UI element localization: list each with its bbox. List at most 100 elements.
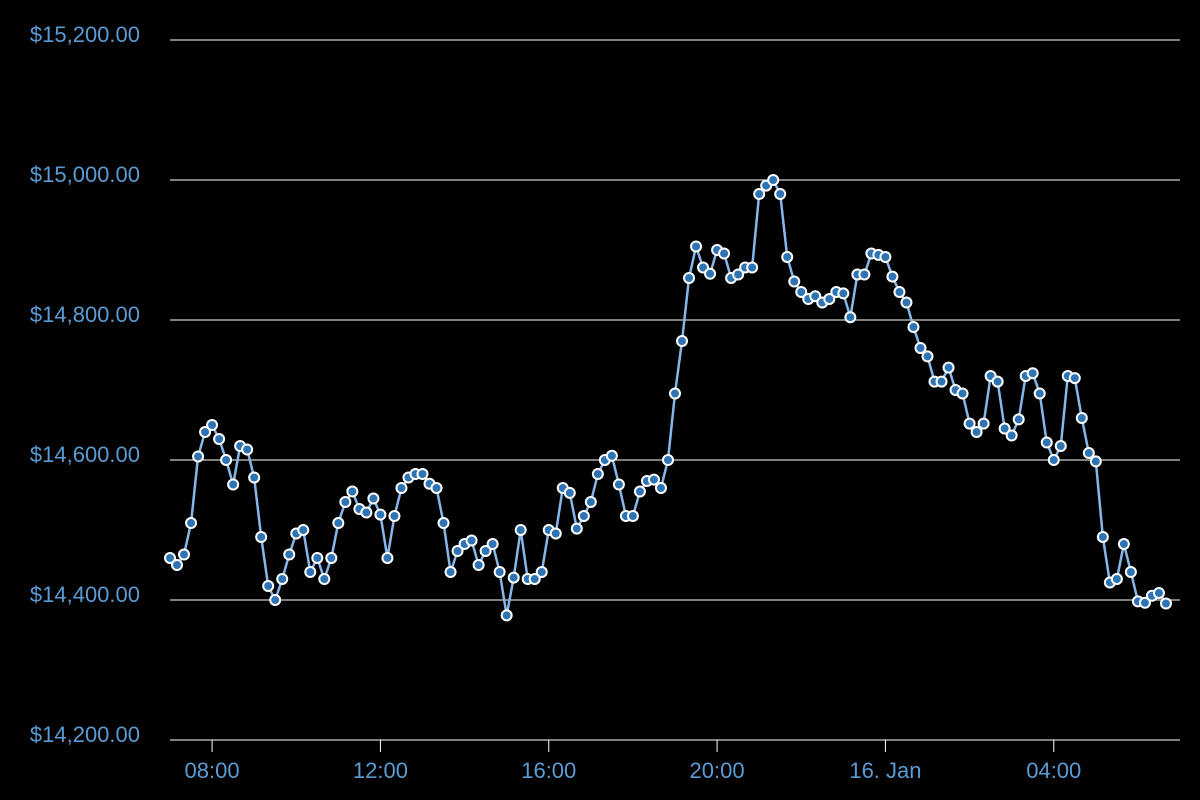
data-point[interactable] (754, 189, 764, 199)
data-point[interactable] (705, 269, 715, 279)
data-point[interactable] (859, 270, 869, 280)
data-point[interactable] (789, 277, 799, 287)
data-point[interactable] (838, 288, 848, 298)
data-point[interactable] (256, 532, 266, 542)
data-point[interactable] (656, 483, 666, 493)
data-point[interactable] (312, 553, 322, 563)
data-point[interactable] (1098, 532, 1108, 542)
data-point[interactable] (565, 488, 575, 498)
data-point[interactable] (263, 581, 273, 591)
data-point[interactable] (719, 249, 729, 259)
data-point[interactable] (1091, 456, 1101, 466)
data-point[interactable] (586, 497, 596, 507)
data-point[interactable] (516, 525, 526, 535)
data-point[interactable] (326, 553, 336, 563)
data-point[interactable] (551, 529, 561, 539)
data-point[interactable] (1014, 414, 1024, 424)
data-point[interactable] (663, 455, 673, 465)
data-point[interactable] (1077, 413, 1087, 423)
data-point[interactable] (845, 312, 855, 322)
data-point[interactable] (915, 343, 925, 353)
data-point[interactable] (249, 473, 259, 483)
data-point[interactable] (880, 252, 890, 262)
data-point[interactable] (1042, 438, 1052, 448)
data-point[interactable] (768, 175, 778, 185)
data-point[interactable] (979, 419, 989, 429)
data-point[interactable] (1070, 373, 1080, 383)
data-point[interactable] (684, 273, 694, 283)
data-point[interactable] (333, 518, 343, 528)
data-point[interactable] (396, 483, 406, 493)
data-point[interactable] (368, 494, 378, 504)
data-point[interactable] (887, 272, 897, 282)
data-point[interactable] (965, 419, 975, 429)
data-point[interactable] (439, 518, 449, 528)
data-point[interactable] (495, 567, 505, 577)
data-point[interactable] (593, 469, 603, 479)
data-point[interactable] (1035, 389, 1045, 399)
data-point[interactable] (207, 420, 217, 430)
data-point[interactable] (1028, 368, 1038, 378)
data-point[interactable] (691, 242, 701, 252)
data-point[interactable] (221, 455, 231, 465)
data-point[interactable] (474, 560, 484, 570)
data-point[interactable] (186, 518, 196, 528)
data-point[interactable] (319, 574, 329, 584)
data-point[interactable] (901, 298, 911, 308)
data-point[interactable] (537, 567, 547, 577)
data-point[interactable] (193, 452, 203, 462)
data-point[interactable] (1112, 574, 1122, 584)
data-point[interactable] (1126, 567, 1136, 577)
data-point[interactable] (347, 487, 357, 497)
data-point[interactable] (572, 524, 582, 534)
data-point[interactable] (1119, 539, 1129, 549)
data-point[interactable] (1084, 448, 1094, 458)
data-point[interactable] (389, 511, 399, 521)
data-point[interactable] (488, 539, 498, 549)
data-point[interactable] (775, 189, 785, 199)
data-point[interactable] (1056, 441, 1066, 451)
data-point[interactable] (972, 427, 982, 437)
data-point[interactable] (382, 553, 392, 563)
data-point[interactable] (467, 536, 477, 546)
data-point[interactable] (937, 377, 947, 387)
data-point[interactable] (958, 389, 968, 399)
data-point[interactable] (432, 483, 442, 493)
data-point[interactable] (677, 336, 687, 346)
data-point[interactable] (670, 389, 680, 399)
data-point[interactable] (993, 377, 1003, 387)
data-point[interactable] (1161, 599, 1171, 609)
data-point[interactable] (579, 511, 589, 521)
data-point[interactable] (1049, 455, 1059, 465)
data-point[interactable] (172, 560, 182, 570)
data-point[interactable] (446, 567, 456, 577)
data-point[interactable] (1007, 431, 1017, 441)
data-point[interactable] (607, 451, 617, 461)
data-point[interactable] (284, 550, 294, 560)
data-point[interactable] (628, 511, 638, 521)
data-point[interactable] (649, 475, 659, 485)
data-point[interactable] (298, 525, 308, 535)
data-point[interactable] (894, 287, 904, 297)
data-point[interactable] (242, 445, 252, 455)
data-point[interactable] (509, 573, 519, 583)
data-point[interactable] (635, 487, 645, 497)
data-point[interactable] (375, 510, 385, 520)
data-point[interactable] (361, 508, 371, 518)
data-point[interactable] (502, 610, 512, 620)
data-point[interactable] (923, 351, 933, 361)
data-point[interactable] (1154, 588, 1164, 598)
data-point[interactable] (305, 567, 315, 577)
data-point[interactable] (908, 322, 918, 332)
data-point[interactable] (228, 480, 238, 490)
data-point[interactable] (214, 434, 224, 444)
data-point[interactable] (179, 550, 189, 560)
data-point[interactable] (782, 252, 792, 262)
data-point[interactable] (270, 595, 280, 605)
data-point[interactable] (340, 497, 350, 507)
data-point[interactable] (277, 574, 287, 584)
data-point[interactable] (747, 263, 757, 273)
data-point[interactable] (944, 363, 954, 373)
data-point[interactable] (418, 469, 428, 479)
data-point[interactable] (614, 480, 624, 490)
